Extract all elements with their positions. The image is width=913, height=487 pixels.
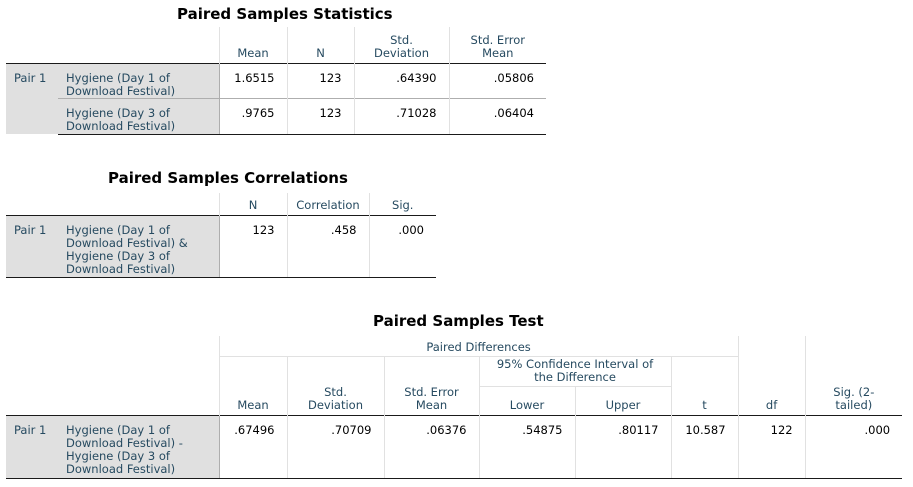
cell-upper: .80117 — [574, 415, 671, 479]
test-header-upper: Upper — [574, 386, 671, 416]
cell-sig: .000 — [368, 214, 436, 278]
cell-sd: .70709 — [286, 415, 384, 479]
pair-label: Pair 1 — [6, 214, 58, 278]
cell-t: 10.587 — [670, 415, 739, 479]
test-header-se: Std. Error Mean — [383, 386, 479, 416]
table-row: Pair 1 Hygiene (Day 1 of Download Festiv… — [6, 62, 546, 134]
cell-mean: .9765 — [218, 97, 287, 135]
cell-mean: 1.6515 — [218, 62, 287, 98]
table-row: Pair 1 Hygiene (Day 1 of Download Festiv… — [6, 415, 903, 479]
cell-sd: .64390 — [353, 62, 449, 98]
correlations-table: N Correlation Sig. Pair 1 Hygiene (Day 1… — [6, 193, 436, 278]
statistics-table: Mean N Std. Deviation Std. Error Mean Pa… — [6, 27, 546, 135]
ci-header: 95% Confidence Interval of the Differenc… — [478, 356, 671, 387]
pair-label: Pair 1 — [6, 415, 58, 479]
cell-df: 122 — [737, 415, 806, 479]
test-header-lower: Lower — [478, 386, 575, 416]
test-header-sig: Sig. (2- tailed) — [804, 386, 903, 416]
stats-header-n: N — [286, 27, 354, 63]
cell-n: 123 — [286, 62, 354, 98]
corr-header-correlation: Correlation — [286, 193, 369, 215]
cell-mean: .67496 — [218, 415, 287, 479]
corr-header-n: N — [218, 193, 287, 215]
cell-correlation: .458 — [286, 214, 369, 278]
cell-sd: .71028 — [353, 97, 449, 135]
pair-label: Pair 1 — [6, 62, 58, 134]
row-label: Hygiene (Day 1 of Download Festival) - H… — [58, 415, 219, 479]
test-header-mean: Mean — [218, 386, 287, 416]
test-header-sd: Std. Deviation — [286, 386, 384, 416]
cell-se: .05806 — [448, 62, 546, 98]
stats-header-mean: Mean — [218, 27, 287, 63]
cell-n: 123 — [218, 214, 287, 278]
row-label: Hygiene (Day 1 of Download Festival) & H… — [58, 214, 219, 278]
correlations-title: Paired Samples Correlations — [108, 169, 348, 187]
cell-n: 123 — [286, 97, 354, 135]
row-label: Hygiene (Day 1 of Download Festival) — [58, 62, 219, 98]
corr-header-sig: Sig. — [368, 193, 436, 215]
stats-header-sd: Std. Deviation — [353, 27, 449, 63]
test-header-t: t — [670, 386, 739, 416]
test-table: Paired Differences 95% Confidence Interv… — [6, 336, 903, 479]
test-title: Paired Samples Test — [373, 312, 544, 330]
table-row: Pair 1 Hygiene (Day 1 of Download Festiv… — [6, 214, 436, 278]
cell-se: .06404 — [448, 97, 546, 135]
cell-sig: .000 — [804, 415, 903, 479]
paired-differences-header: Paired Differences — [218, 336, 739, 357]
row-label: Hygiene (Day 3 of Download Festival) — [58, 97, 219, 135]
statistics-title: Paired Samples Statistics — [177, 5, 393, 23]
cell-lower: .54875 — [478, 415, 575, 479]
stats-header-se: Std. Error Mean — [448, 27, 546, 63]
table-row: Hygiene (Day 3 of Download Festival) .97… — [6, 97, 546, 135]
cell-se: .06376 — [383, 415, 479, 479]
test-header-df: df — [737, 386, 806, 416]
